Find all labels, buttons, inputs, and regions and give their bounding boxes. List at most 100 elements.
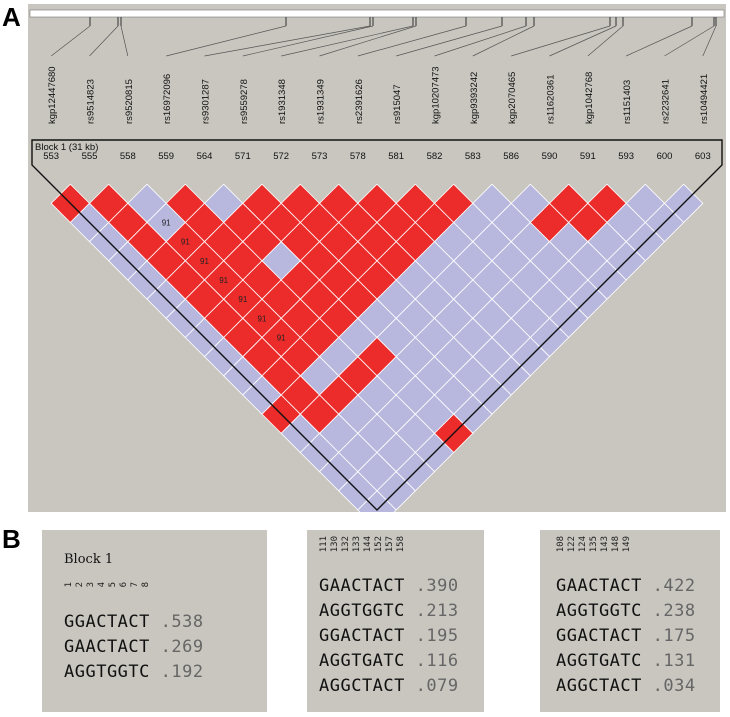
snp-index-label: 564 xyxy=(197,151,213,162)
snp-name-label: rs2232641 xyxy=(661,79,672,124)
marker-index-row: 108 122 124 135 143 148 149 xyxy=(556,536,633,552)
haplotype-row: AGGTGGTC .192 xyxy=(64,660,204,685)
marker-index: 7 xyxy=(130,582,140,588)
marker-index: 122 xyxy=(567,536,577,553)
haplotype-row: GGACTACT .538 xyxy=(64,610,204,635)
marker-index: 108 xyxy=(556,536,566,553)
haplotype-sequence: GGACTACT xyxy=(556,626,642,646)
ld-value-label: 91 xyxy=(219,276,228,285)
ld-value-label: 91 xyxy=(181,238,190,247)
haplotype-frequency: .213 xyxy=(415,601,459,621)
haplotype-frequency: .116 xyxy=(415,651,459,671)
snp-connector-line xyxy=(242,25,374,57)
snp-index-label: 573 xyxy=(312,151,328,162)
haplotype-row: GGACTACT .175 xyxy=(556,624,696,649)
haplotype-sequence: GAACTACT xyxy=(556,576,642,596)
snp-connector-line xyxy=(281,25,414,57)
snp-index-label: 571 xyxy=(235,151,251,162)
snp-name-label: kgp10207473 xyxy=(431,66,442,124)
haplotype-sequence: AGGCTACT xyxy=(319,676,405,696)
marker-index: 144 xyxy=(363,536,373,553)
panel-b-letter: B xyxy=(2,524,21,554)
haplotype-list: GGACTACT .538 GAACTACT .269 AGGTGGTC .19… xyxy=(64,610,204,685)
snp-index-label: 583 xyxy=(465,151,481,162)
snp-connector-line xyxy=(396,25,503,57)
haplotype-frequency: .034 xyxy=(652,676,696,696)
haplotype-row: AGGTGATC .131 xyxy=(556,649,696,674)
snp-name-label: rs2391626 xyxy=(354,79,365,124)
haplotype-sequence: GGACTACT xyxy=(319,626,405,646)
snp-name-label: rs1931349 xyxy=(316,79,327,124)
snp-name-label: rs915047 xyxy=(392,84,403,124)
snp-index-label: 559 xyxy=(158,151,174,162)
ld-value-label: 91 xyxy=(277,334,286,343)
haplotype-sequence: AGGCTACT xyxy=(556,676,642,696)
marker-index: 1 xyxy=(64,582,74,588)
haplotype-row: AGGTGATC .116 xyxy=(319,649,459,674)
snp-connector-line xyxy=(587,25,624,57)
snp-connector-line xyxy=(204,25,371,57)
snp-name-label: rs9559278 xyxy=(239,79,250,124)
marker-index: 135 xyxy=(589,536,599,553)
snp-connector-line xyxy=(319,25,417,57)
snp-index-label: 581 xyxy=(388,151,404,162)
snp-name-label: kgp12447680 xyxy=(47,66,58,124)
snp-index-label: 590 xyxy=(542,151,558,162)
haplotype-sequence: AGGTGATC xyxy=(319,651,405,671)
haplotype-frequency: .422 xyxy=(652,576,696,596)
marker-index: 6 xyxy=(119,582,129,588)
snp-connector-line xyxy=(549,25,617,57)
haplotype-row: GAACTACT .269 xyxy=(64,635,204,660)
marker-index: 149 xyxy=(622,536,632,553)
haplotype-frequency: .195 xyxy=(415,626,459,646)
haplotype-sequence: AGGTGATC xyxy=(556,651,642,671)
snp-connector-line xyxy=(357,25,467,57)
ld-value-label: 91 xyxy=(162,219,171,228)
haplotype-sequence: AGGTGGTC xyxy=(64,662,150,682)
marker-index: 3 xyxy=(86,582,96,588)
ld-value-label: 91 xyxy=(238,295,247,304)
snp-index-label: 582 xyxy=(427,151,443,162)
marker-index: 124 xyxy=(578,536,588,553)
haplotype-frequency: .538 xyxy=(160,612,204,632)
snp-index-label: 593 xyxy=(618,151,634,162)
haplotype-frequency: .079 xyxy=(415,676,459,696)
snp-index-label: 603 xyxy=(695,151,711,162)
snp-name-label: rs10494421 xyxy=(699,74,710,124)
haplotype-frequency: .390 xyxy=(415,576,459,596)
snp-connector-line xyxy=(434,25,527,57)
haplotype-box-2: 111 130 132 133 144 152 157 158 GAACTACT… xyxy=(307,530,484,712)
snp-connector-line xyxy=(702,25,717,57)
snp-name-label: rs11620361 xyxy=(546,75,557,124)
marker-index: 5 xyxy=(108,582,118,588)
marker-index: 133 xyxy=(352,536,362,553)
ld-plot-panel: kgp12447680 553 rs9514823 555 rs9520815 558 rs… xyxy=(28,4,726,512)
haplotype-box-1: Block 1 1 2 3 4 5 6 7 8 GGACTACT .538 GA… xyxy=(42,530,267,712)
snp-connector-line xyxy=(626,25,693,57)
haplotype-frequency: .175 xyxy=(652,626,696,646)
haplotype-row: AGGCTACT .034 xyxy=(556,674,696,699)
marker-index: 130 xyxy=(330,536,340,553)
haplotype-row: AGGTGGTC .238 xyxy=(556,599,696,624)
snp-name-label: rs16972096 xyxy=(162,74,173,124)
snp-index-label: 591 xyxy=(580,151,596,162)
haplotype-sequence: GAACTACT xyxy=(64,637,150,657)
marker-index: 143 xyxy=(600,536,610,553)
marker-index: 2 xyxy=(75,582,85,588)
haplotype-frequency: .269 xyxy=(160,637,204,657)
marker-index: 158 xyxy=(396,536,406,553)
block-label: Block 1 xyxy=(64,552,114,567)
snp-index-label: 553 xyxy=(43,151,59,162)
snp-connector-line xyxy=(120,25,129,57)
panel-a-letter: A xyxy=(2,2,21,32)
marker-index: 4 xyxy=(97,582,107,588)
ld-cell xyxy=(357,490,397,512)
marker-index-row: 111 130 132 133 144 152 157 158 xyxy=(319,536,407,552)
ld-value-label: 91 xyxy=(258,314,267,323)
haplotype-row: GGACTACT .195 xyxy=(319,624,459,649)
haplotype-box-3: 108 122 124 135 143 148 149 GAACTACT .42… xyxy=(540,530,720,712)
ld-heatmap: kgp12447680 553 rs9514823 555 rs9520815 558 rs… xyxy=(29,9,725,512)
snp-index-label: 586 xyxy=(503,151,519,162)
marker-index: 111 xyxy=(319,536,329,553)
snp-name-label: rs9301287 xyxy=(201,79,212,124)
